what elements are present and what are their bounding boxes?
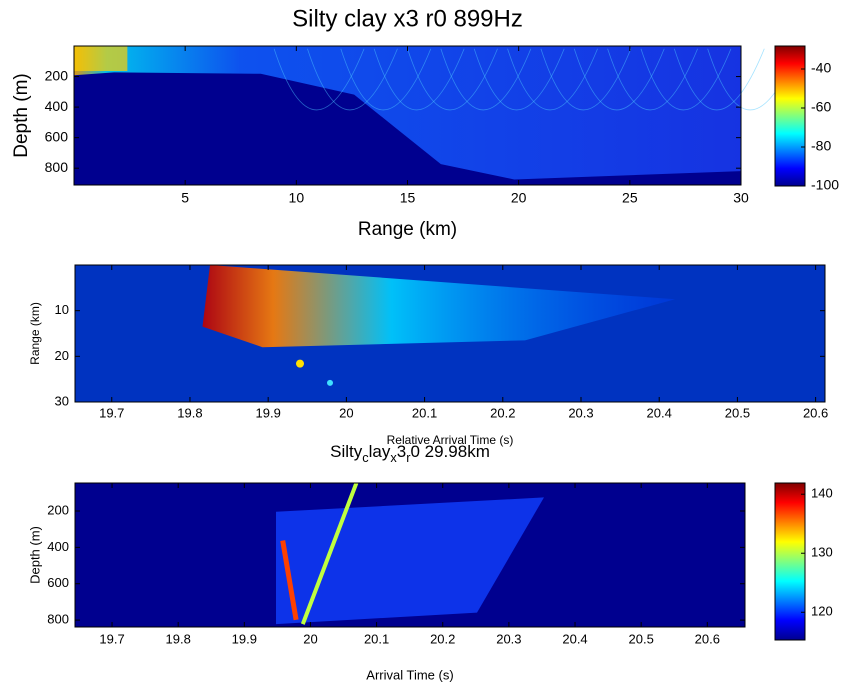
heatmap-streak bbox=[300, 482, 359, 625]
heatmap-ray bbox=[273, 48, 365, 111]
x-tick-label: 30 bbox=[733, 190, 749, 206]
x-tick-label: 10 bbox=[289, 190, 305, 206]
x-tick-label: 19.7 bbox=[99, 631, 124, 646]
colorbar-tick-label: -60 bbox=[811, 99, 831, 115]
y-tick-label: 800 bbox=[45, 159, 69, 175]
y-tick-label: 600 bbox=[45, 128, 69, 144]
colorbar bbox=[774, 482, 806, 641]
colorbar bbox=[774, 45, 806, 187]
x-tick-label: 25 bbox=[622, 190, 638, 206]
chart-title: Silty clay x3 r0 899Hz bbox=[292, 5, 523, 32]
x-tick-label: 15 bbox=[400, 190, 416, 206]
panel: 19.7 19.8 19.9 20 20.1 20.2 20.3 20.4 20.5 20.6 10… bbox=[28, 264, 828, 447]
x-tick-label: 19.9 bbox=[232, 631, 257, 646]
x-tick-label: 19.9 bbox=[256, 405, 281, 420]
plot-frame bbox=[74, 482, 746, 628]
heatmap-field bbox=[276, 497, 544, 625]
colorbar-tick-label: 130 bbox=[811, 545, 833, 560]
heatmap-field bbox=[74, 46, 741, 180]
heatmap-ray bbox=[507, 48, 598, 111]
x-tick-label: 20 bbox=[511, 190, 527, 206]
heatmap-ray bbox=[407, 48, 498, 111]
y-tick-label: 800 bbox=[47, 612, 69, 627]
heatmap-ray bbox=[373, 48, 465, 111]
x-tick-label: 5 bbox=[181, 190, 189, 206]
x-tick-label: 19.7 bbox=[99, 405, 124, 420]
colorbar-tick-label: -80 bbox=[811, 138, 831, 154]
y-axis-label: Depth (m) bbox=[27, 526, 42, 584]
heatmap-ray bbox=[540, 48, 632, 111]
heatmap-spot bbox=[296, 359, 304, 368]
y-tick-label: 20 bbox=[55, 348, 69, 363]
colorbar-tick-label: -100 bbox=[811, 177, 839, 193]
panel: 5 10 15 20 25 30 200 400 600 800 Range (km) Depth (… bbox=[11, 5, 839, 240]
colorbar-tick-label: 140 bbox=[811, 486, 833, 501]
heatmap-field bbox=[202, 265, 675, 348]
y-tick-label: 600 bbox=[47, 575, 69, 590]
plot-frame bbox=[74, 264, 826, 403]
heatmap-ray bbox=[440, 48, 532, 111]
y-axis-label: Range (km) bbox=[28, 302, 42, 365]
x-tick-label: 20.1 bbox=[412, 405, 437, 420]
heatmap-ray bbox=[340, 48, 432, 111]
panel: 19.7 19.8 19.9 20 20.1 20.2 20.3 20.4 20.5 20.6 20… bbox=[27, 442, 832, 682]
heatmap-ray bbox=[673, 48, 765, 111]
x-tick-label: 20.5 bbox=[725, 405, 750, 420]
x-tick-label: 20 bbox=[303, 631, 317, 646]
x-tick-label: 20.4 bbox=[562, 631, 587, 646]
x-tick-label: 20.1 bbox=[364, 631, 389, 646]
heatmap-streak bbox=[280, 540, 299, 621]
x-axis-label: Arrival Time (s) bbox=[366, 667, 453, 682]
heatmap-ray bbox=[573, 48, 665, 111]
x-tick-label: 19.8 bbox=[166, 631, 191, 646]
chart-title: Siltyclayx3r0 29.98km bbox=[330, 442, 490, 465]
y-tick-label: 10 bbox=[55, 302, 69, 317]
heatmap-ray bbox=[307, 48, 398, 111]
y-tick-label: 400 bbox=[47, 539, 69, 554]
colorbar-tick-label: -40 bbox=[811, 60, 831, 76]
x-tick-label: 20.5 bbox=[629, 631, 654, 646]
heatmap-ray bbox=[640, 48, 732, 111]
y-tick-label: 30 bbox=[55, 393, 69, 408]
x-tick-label: 20.6 bbox=[695, 631, 720, 646]
heatmap-hot bbox=[74, 46, 128, 72]
x-tick-label: 20.4 bbox=[647, 405, 672, 420]
colorbar-tick-label: 120 bbox=[811, 604, 833, 619]
y-tick-label: 200 bbox=[47, 502, 69, 517]
x-tick-label: 20 bbox=[339, 405, 353, 420]
x-tick-label: 20.2 bbox=[490, 405, 515, 420]
y-tick-label: 200 bbox=[45, 67, 69, 83]
x-tick-label: 20.3 bbox=[568, 405, 593, 420]
y-axis-label: Depth (m) bbox=[11, 73, 32, 157]
x-axis-label: Range (km) bbox=[358, 219, 457, 240]
x-tick-label: 20.2 bbox=[430, 631, 455, 646]
x-tick-label: 19.8 bbox=[177, 405, 202, 420]
y-tick-label: 400 bbox=[45, 98, 69, 114]
x-tick-label: 20.3 bbox=[496, 631, 521, 646]
heatmap-spot bbox=[327, 379, 333, 386]
heatmap-ray bbox=[607, 48, 698, 111]
x-axis-label: Relative Arrival Time (s) bbox=[387, 433, 514, 447]
heatmap-ray bbox=[473, 48, 565, 111]
x-tick-label: 20.6 bbox=[803, 405, 828, 420]
